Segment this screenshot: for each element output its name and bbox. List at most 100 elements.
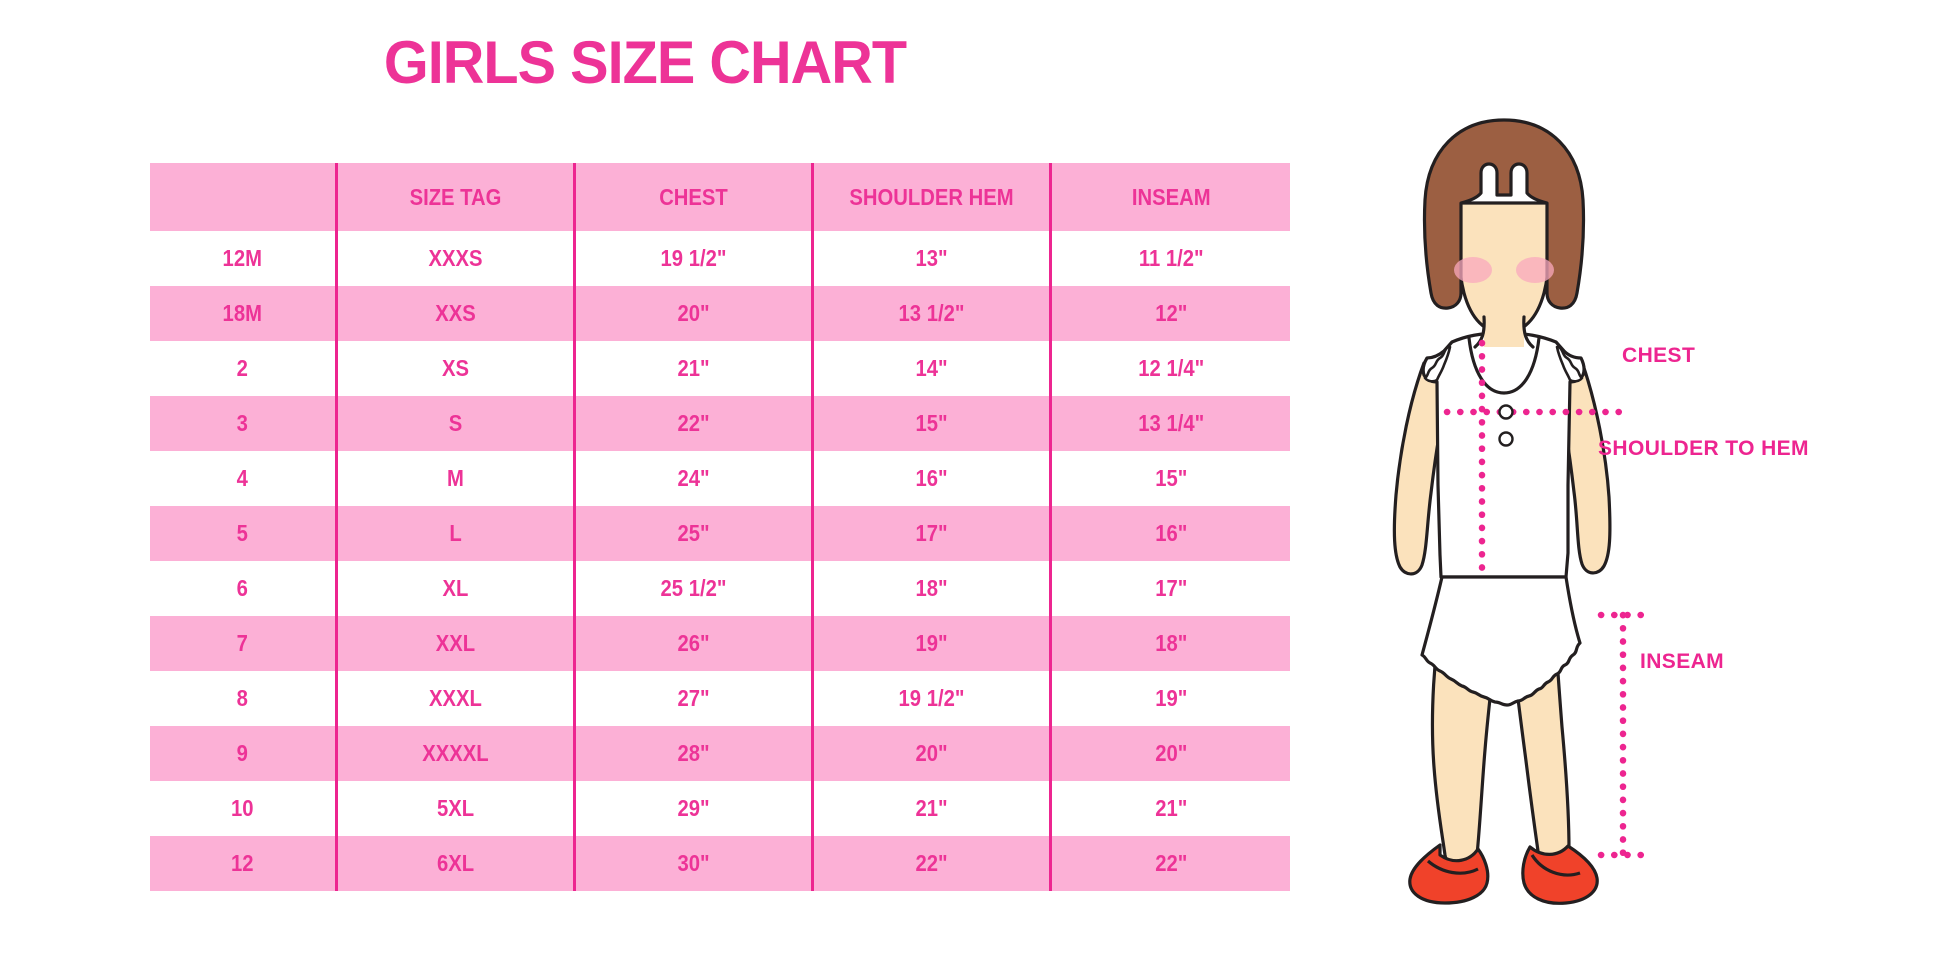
skirt xyxy=(1420,575,1582,707)
cell-size: 3 xyxy=(150,396,336,451)
blush-left xyxy=(1454,257,1492,283)
cell-size-tag-text: XXXXL xyxy=(421,740,489,766)
hair xyxy=(1422,118,1586,310)
header-inseam: INSEAM xyxy=(1048,163,1290,231)
cell-chest: 19 1/2" xyxy=(572,231,812,286)
cell-chest-text: 25 1/2" xyxy=(660,575,726,601)
cell-size-tag: M xyxy=(334,451,574,506)
cell-shoulder-hem-text: 13 1/2" xyxy=(898,300,964,326)
table-row: 12M XXXS 19 1/2" 13" 11 1/2" xyxy=(150,231,1290,286)
cell-inseam: 20" xyxy=(1048,726,1290,781)
cell-shoulder-hem: 19" xyxy=(810,616,1050,671)
cell-inseam-text: 11 1/2" xyxy=(1138,245,1204,271)
cell-inseam: 15" xyxy=(1048,451,1290,506)
cell-shoulder-hem-text: 18" xyxy=(914,575,948,601)
top-garment xyxy=(1421,331,1586,579)
table-row: 4 M 24" 16" 15" xyxy=(150,451,1290,506)
cell-size-tag: L xyxy=(334,506,574,561)
cell-chest: 21" xyxy=(572,341,812,396)
cell-chest-text: 26" xyxy=(676,630,710,656)
table-header-row: SIZE TAG CHEST SHOULDER HEM INSEAM xyxy=(150,163,1290,231)
cell-size-text: 4 xyxy=(236,465,248,491)
cell-size-tag-text: XL xyxy=(442,575,468,601)
cell-inseam-text: 12 1/4" xyxy=(1137,355,1204,381)
cell-size-tag-text: XXS xyxy=(434,300,476,326)
cell-size: 6 xyxy=(150,561,336,616)
cell-shoulder-hem: 14" xyxy=(810,341,1050,396)
header-size-tag: SIZE TAG xyxy=(334,163,574,231)
blush-right xyxy=(1516,257,1554,283)
cell-chest-text: 24" xyxy=(676,465,710,491)
header-shoulder-hem: SHOULDER HEM xyxy=(810,163,1050,231)
cell-size: 12M xyxy=(150,231,336,286)
left-shoe-strap xyxy=(1426,859,1479,875)
cell-size-tag-text: XXXL xyxy=(428,685,482,711)
cell-inseam: 17" xyxy=(1048,561,1290,616)
cell-shoulder-hem-text: 21" xyxy=(914,795,948,821)
cell-size-tag-text: M xyxy=(446,465,464,491)
cell-shoulder-hem: 13" xyxy=(810,231,1050,286)
cell-inseam-text: 22" xyxy=(1154,850,1187,876)
cell-size-tag: XXXXL xyxy=(334,726,574,781)
table-row: 6 XL 25 1/2" 18" 17" xyxy=(150,561,1290,616)
cell-size-tag-text: XXL xyxy=(435,630,475,656)
cell-shoulder-hem-text: 22" xyxy=(914,850,948,876)
cell-chest: 28" xyxy=(572,726,812,781)
table-row: 18M XXS 20" 13 1/2" 12" xyxy=(150,286,1290,341)
button-lower xyxy=(1498,431,1514,447)
cell-size-tag-text: 6XL xyxy=(436,850,474,876)
cell-size-text: 18M xyxy=(222,300,262,326)
table-row: 5 L 25" 17" 16" xyxy=(150,506,1290,561)
cell-inseam: 13 1/4" xyxy=(1048,396,1290,451)
cell-chest: 25" xyxy=(572,506,812,561)
cell-shoulder-hem: 18" xyxy=(810,561,1050,616)
table-row: 3 S 22" 15" 13 1/4" xyxy=(150,396,1290,451)
cell-shoulder-hem-text: 14" xyxy=(914,355,948,381)
cell-chest-text: 30" xyxy=(676,850,710,876)
cell-chest: 25 1/2" xyxy=(572,561,812,616)
cell-size: 9 xyxy=(150,726,336,781)
cell-shoulder-hem-text: 20" xyxy=(914,740,948,766)
cell-size-tag-text: L xyxy=(448,520,462,546)
cell-inseam: 18" xyxy=(1048,616,1290,671)
right-shoulder-ruffle xyxy=(1555,345,1584,383)
cell-size-text: 12M xyxy=(222,245,262,271)
table-body: 12M XXXS 19 1/2" 13" 11 1/2" 18M XXS 20" 13 1/2"… xyxy=(150,231,1290,891)
inseam-measurement-label: INSEAM xyxy=(1640,650,1725,673)
cell-inseam: 16" xyxy=(1048,506,1290,561)
cell-size-tag: XXXS xyxy=(334,231,574,286)
cell-size-tag-text: XS xyxy=(441,355,469,381)
cell-inseam-text: 12" xyxy=(1154,300,1187,326)
cell-shoulder-hem: 21" xyxy=(810,781,1050,836)
page-title: GIRLS SIZE CHART xyxy=(383,29,907,96)
cell-inseam: 12 1/4" xyxy=(1048,341,1290,396)
cell-chest: 30" xyxy=(572,836,812,891)
cell-chest: 22" xyxy=(572,396,812,451)
left-shoe xyxy=(1408,843,1490,905)
cell-shoulder-hem: 22" xyxy=(810,836,1050,891)
cell-size-tag: 5XL xyxy=(334,781,574,836)
cell-inseam-text: 18" xyxy=(1154,630,1187,656)
cell-inseam-text: 13 1/4" xyxy=(1137,410,1204,436)
neck xyxy=(1484,313,1524,347)
cell-inseam-text: 20" xyxy=(1154,740,1187,766)
cell-size-tag-text: 5XL xyxy=(436,795,474,821)
cell-chest: 24" xyxy=(572,451,812,506)
size-chart-table: SIZE TAG CHEST SHOULDER HEM INSEAM 12M XX… xyxy=(150,163,1290,891)
cell-size: 5 xyxy=(150,506,336,561)
cell-chest-text: 20" xyxy=(676,300,710,326)
right-shoe-strap xyxy=(1530,854,1581,877)
left-shoulder-ruffle xyxy=(1423,345,1452,383)
cell-inseam: 19" xyxy=(1048,671,1290,726)
cell-shoulder-hem: 15" xyxy=(810,396,1050,451)
cell-chest-text: 22" xyxy=(676,410,710,436)
chest-measurement-label: CHEST xyxy=(1622,344,1696,367)
cell-size: 8 xyxy=(150,671,336,726)
cell-size-tag: XXS xyxy=(334,286,574,341)
cell-size: 4 xyxy=(150,451,336,506)
cell-inseam: 21" xyxy=(1048,781,1290,836)
cell-chest-text: 25" xyxy=(676,520,710,546)
cell-size-tag: XXL xyxy=(334,616,574,671)
cell-size-text: 10 xyxy=(230,795,254,821)
